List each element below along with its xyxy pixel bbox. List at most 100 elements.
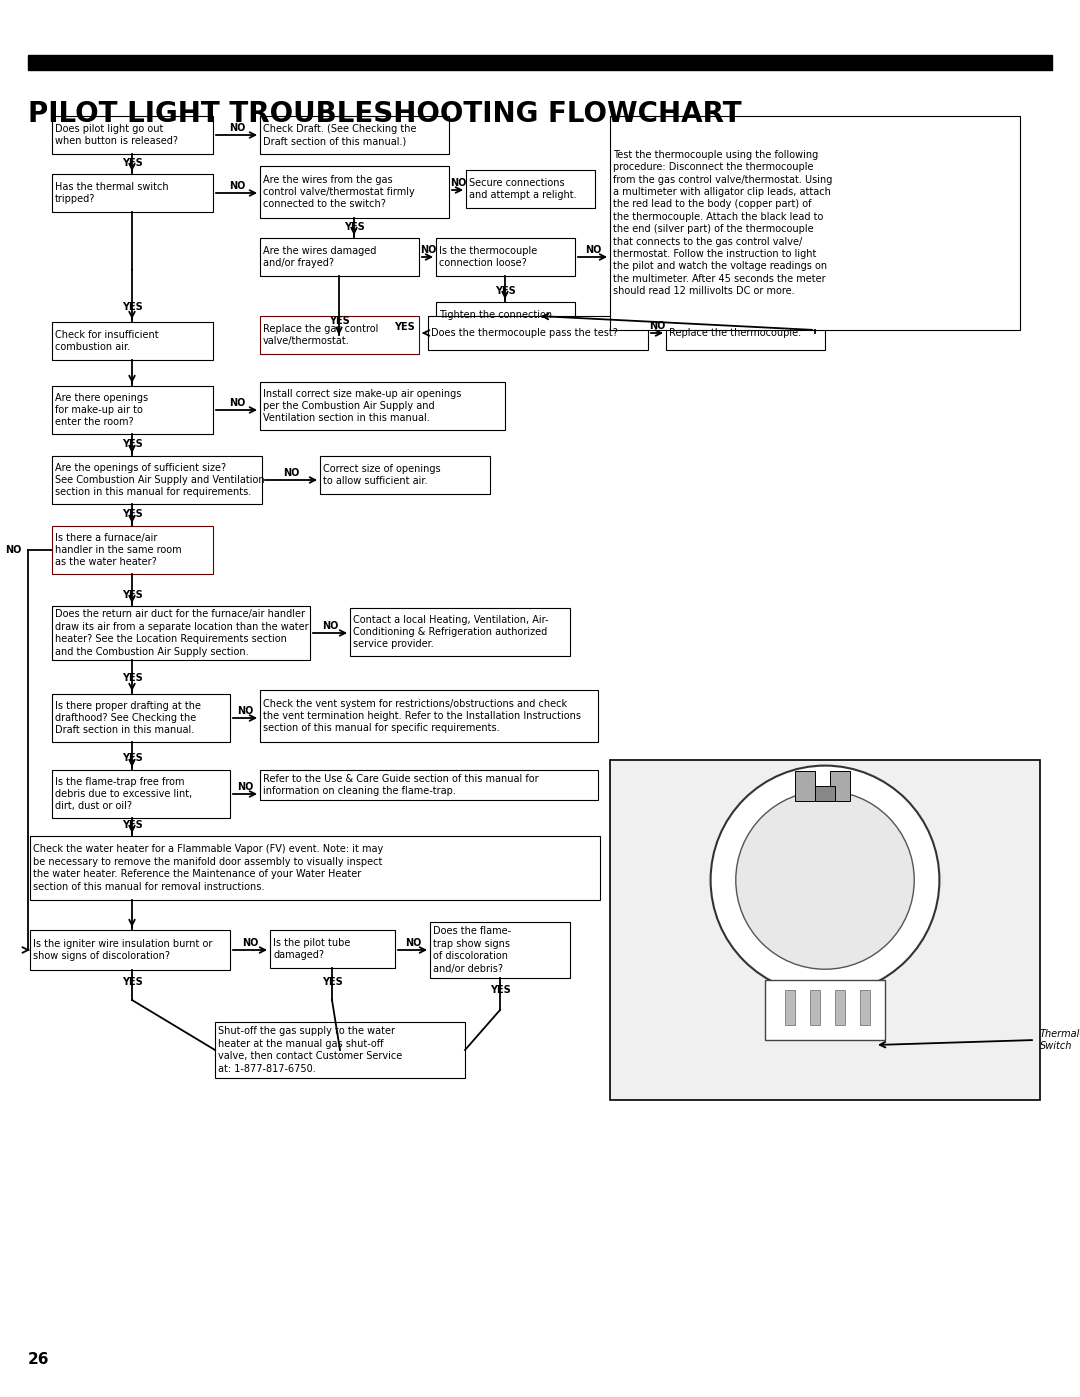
Text: Contact a local Heating, Ventilation, Air-
Conditioning & Refrigeration authoriz: Contact a local Heating, Ventilation, Ai… <box>353 615 549 650</box>
Bar <box>30 835 600 900</box>
Bar <box>428 316 648 351</box>
Text: YES: YES <box>122 977 143 988</box>
Text: Is the igniter wire insulation burnt or
show signs of discoloration?: Is the igniter wire insulation burnt or … <box>33 939 213 961</box>
Bar <box>260 116 449 154</box>
Bar <box>436 302 575 328</box>
Text: YES: YES <box>343 222 364 232</box>
Text: NO: NO <box>237 705 253 717</box>
Bar <box>835 990 845 1025</box>
Text: NO: NO <box>420 244 436 256</box>
Bar <box>52 694 230 742</box>
Bar <box>465 170 595 208</box>
Text: Does the flame-
trap show signs
of discoloration
and/or debris?: Does the flame- trap show signs of disco… <box>433 926 511 974</box>
Text: Check the vent system for restrictions/obstructions and check
the vent terminati: Check the vent system for restrictions/o… <box>264 698 581 733</box>
Bar <box>666 316 825 351</box>
Text: YES: YES <box>122 673 143 683</box>
Bar <box>52 321 213 360</box>
Text: 26: 26 <box>28 1352 50 1368</box>
Bar <box>610 760 1040 1099</box>
Text: Correct size of openings
to allow sufficient air.: Correct size of openings to allow suffic… <box>323 464 441 486</box>
Text: YES: YES <box>394 321 415 332</box>
Text: Replace the gas control
valve/thermostat.: Replace the gas control valve/thermostat… <box>264 324 378 346</box>
Text: NO: NO <box>242 937 258 949</box>
Bar <box>785 990 795 1025</box>
Bar <box>430 922 570 978</box>
Text: Check the water heater for a Flammable Vapor (FV) event. Note: it may
be necessa: Check the water heater for a Flammable V… <box>33 844 383 891</box>
Bar <box>52 455 262 504</box>
Bar <box>260 237 419 277</box>
Bar <box>215 1023 465 1078</box>
Circle shape <box>735 791 915 970</box>
Text: NO: NO <box>229 182 245 191</box>
Bar <box>260 690 598 742</box>
Text: Are there openings
for make-up air to
enter the room?: Are there openings for make-up air to en… <box>55 393 148 427</box>
Bar <box>810 990 820 1025</box>
Text: NO: NO <box>449 177 467 189</box>
Text: NO: NO <box>5 545 22 555</box>
Text: Check for insufficient
combustion air.: Check for insufficient combustion air. <box>55 330 159 352</box>
Text: Is the thermocouple
connection loose?: Is the thermocouple connection loose? <box>438 246 537 268</box>
Bar <box>52 770 230 819</box>
Bar <box>52 386 213 434</box>
Bar <box>831 771 850 800</box>
Text: NO: NO <box>237 782 253 792</box>
Text: Is there a furnace/air
handler in the same room
as the water heater?: Is there a furnace/air handler in the sa… <box>55 532 181 567</box>
Bar <box>350 608 570 657</box>
Text: Thermal
Switch: Thermal Switch <box>1040 1030 1080 1051</box>
Text: YES: YES <box>122 302 143 312</box>
Bar <box>30 930 230 970</box>
Text: NO: NO <box>649 321 665 331</box>
Text: NO: NO <box>584 244 602 256</box>
Text: Is the flame-trap free from
debris due to excessive lint,
dirt, dust or oil?: Is the flame-trap free from debris due t… <box>55 777 192 812</box>
Text: YES: YES <box>122 753 143 763</box>
Text: PILOT LIGHT TROUBLESHOOTING FLOWCHART: PILOT LIGHT TROUBLESHOOTING FLOWCHART <box>28 101 742 129</box>
Text: YES: YES <box>122 158 143 168</box>
Text: YES: YES <box>489 985 511 995</box>
Text: Are the wires damaged
and/or frayed?: Are the wires damaged and/or frayed? <box>264 246 376 268</box>
Text: Has the thermal switch
tripped?: Has the thermal switch tripped? <box>55 182 168 204</box>
Bar <box>610 116 1020 330</box>
Bar <box>795 771 815 800</box>
Text: Test the thermocouple using the following
procedure: Disconnect the thermocouple: Test the thermocouple using the followin… <box>613 149 833 296</box>
Text: Install correct size make-up air openings
per the Combustion Air Supply and
Vent: Install correct size make-up air opening… <box>264 388 461 423</box>
Bar <box>52 527 213 574</box>
Bar <box>52 116 213 154</box>
Bar <box>260 381 505 430</box>
Text: YES: YES <box>122 820 143 830</box>
Text: Does the return air duct for the furnace/air handler
draw its air from a separat: Does the return air duct for the furnace… <box>55 609 309 657</box>
Text: Does the thermocouple pass the test?: Does the thermocouple pass the test? <box>431 328 618 338</box>
Text: Are the wires from the gas
control valve/thermostat firmly
connected to the swit: Are the wires from the gas control valve… <box>264 175 415 210</box>
Bar <box>260 166 449 218</box>
Bar <box>28 54 1052 70</box>
Bar <box>260 770 598 800</box>
Bar <box>765 981 885 1039</box>
Text: YES: YES <box>122 590 143 599</box>
Text: NO: NO <box>283 468 299 478</box>
Text: NO: NO <box>405 937 421 949</box>
Text: Replace the thermocouple.: Replace the thermocouple. <box>669 328 801 338</box>
Text: Does pilot light go out
when button is released?: Does pilot light go out when button is r… <box>55 124 178 147</box>
Text: YES: YES <box>495 286 515 296</box>
Bar <box>815 785 835 800</box>
Bar <box>270 930 395 968</box>
Bar <box>52 175 213 212</box>
Text: YES: YES <box>322 977 342 988</box>
Text: Refer to the Use & Care Guide section of this manual for
information on cleaning: Refer to the Use & Care Guide section of… <box>264 774 539 796</box>
Text: YES: YES <box>122 509 143 520</box>
Text: YES: YES <box>122 439 143 448</box>
Circle shape <box>711 766 940 995</box>
Text: Is the pilot tube
damaged?: Is the pilot tube damaged? <box>273 937 350 960</box>
Text: Shut-off the gas supply to the water
heater at the manual gas shut-off
valve, th: Shut-off the gas supply to the water hea… <box>218 1027 402 1074</box>
Bar <box>436 237 575 277</box>
Bar <box>52 606 310 659</box>
Text: Check Draft. (See Checking the
Draft section of this manual.): Check Draft. (See Checking the Draft sec… <box>264 124 417 147</box>
Text: NO: NO <box>229 398 245 408</box>
Text: Tighten the connection: Tighten the connection <box>438 310 552 320</box>
Text: YES: YES <box>328 316 349 326</box>
Text: NO: NO <box>229 123 245 133</box>
Text: Are the openings of sufficient size?
See Combustion Air Supply and Ventilation
s: Are the openings of sufficient size? See… <box>55 462 265 497</box>
Text: NO: NO <box>322 622 338 631</box>
Text: Is there proper drafting at the
drafthood? See Checking the
Draft section in thi: Is there proper drafting at the drafthoo… <box>55 701 201 735</box>
Bar <box>260 316 419 353</box>
Bar <box>320 455 490 495</box>
